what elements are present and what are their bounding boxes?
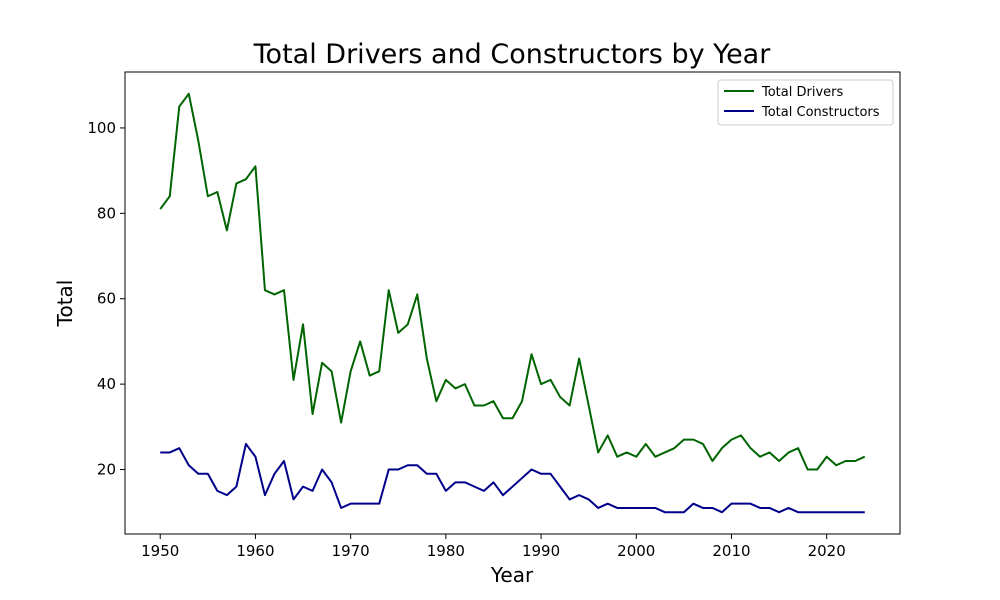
y-tick-label: 80 <box>97 204 116 222</box>
x-axis-label: Year <box>490 563 534 587</box>
y-tick-label: 100 <box>87 119 116 137</box>
x-tick-label: 2010 <box>712 542 750 560</box>
legend-box <box>717 79 894 126</box>
x-tick-label: 1960 <box>236 542 274 560</box>
series-line-2 <box>160 442 865 514</box>
x-tick-label: 1980 <box>427 542 465 560</box>
x-tick-label: 1970 <box>332 542 370 560</box>
x-tick-label: 1990 <box>522 542 560 560</box>
y-tick-label: 60 <box>97 290 116 308</box>
plot-lines <box>159 92 866 514</box>
y-axis-label: Total <box>53 280 77 328</box>
x-axis-ticks: 1950 1960 1970 1980 1990 2000 2010 2020 <box>141 534 846 560</box>
y-tick-label: 40 <box>97 375 116 393</box>
series-line-1 <box>159 92 866 471</box>
y-tick-label: 20 <box>97 461 116 479</box>
legend-label-2: Total Constructors <box>761 105 880 120</box>
x-tick-label: 1950 <box>141 542 179 560</box>
legend-label-1: Total Drivers <box>761 85 843 100</box>
y-axis-ticks: 20 40 60 80 100 <box>87 119 125 479</box>
x-tick-label: 2020 <box>808 542 846 560</box>
chart-title: Total Drivers and Constructors by Year <box>253 39 772 70</box>
legend: Total Drivers Total Constructors <box>717 79 894 126</box>
plot-frame <box>124 71 901 535</box>
x-tick-label: 2000 <box>617 542 655 560</box>
